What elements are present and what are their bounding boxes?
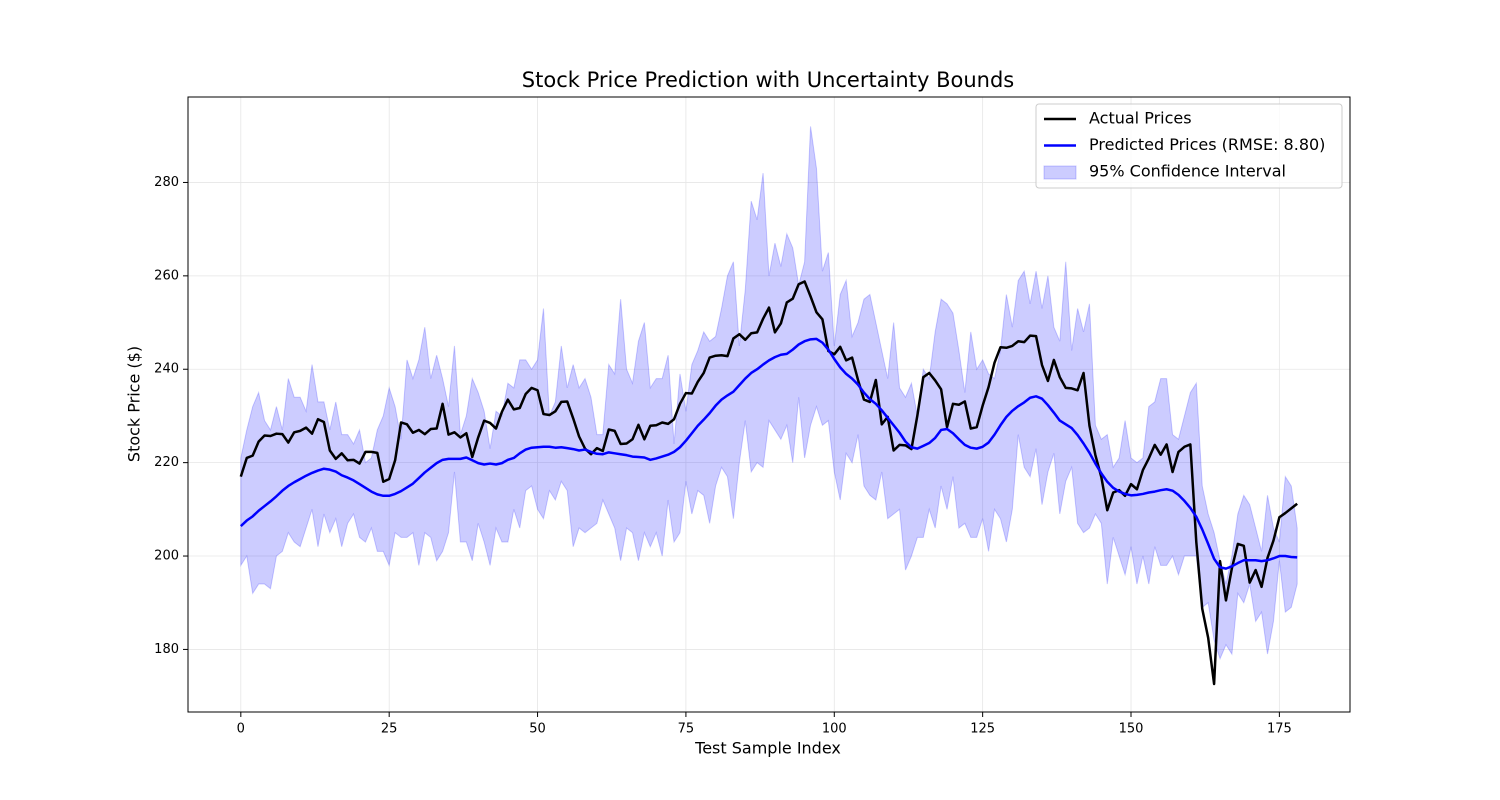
y-tick-label: 200 — [154, 549, 179, 564]
legend-label: 95% Confidence Interval — [1089, 162, 1286, 181]
x-tick-label: 150 — [1119, 722, 1144, 737]
x-tick-label: 125 — [970, 722, 995, 737]
y-tick-label: 260 — [154, 268, 179, 283]
x-tick-label: 75 — [678, 722, 695, 737]
plot-frame — [187, 96, 1351, 713]
legend-swatch — [1043, 165, 1077, 180]
x-axis-label: Test Sample Index — [694, 739, 841, 758]
plot-area — [239, 126, 1298, 686]
x-tick-label: 0 — [237, 722, 245, 737]
x-tick-label: 100 — [822, 722, 847, 737]
legend-box — [1035, 103, 1343, 189]
confidence-band — [240, 126, 1298, 661]
series-line — [239, 337, 1298, 570]
y-tick-label: 180 — [154, 642, 179, 657]
y-tick-label: 220 — [154, 455, 179, 470]
legend-label: Actual Prices — [1089, 109, 1192, 128]
chart-title: Stock Price Prediction with Uncertainty … — [522, 68, 1014, 92]
x-tick-label: 175 — [1267, 722, 1292, 737]
x-tick-label: 25 — [381, 722, 398, 737]
y-axis-label: Stock Price ($) — [125, 346, 144, 462]
x-tick-label: 50 — [529, 722, 546, 737]
legend-label: Predicted Prices (RMSE: 8.80) — [1089, 135, 1325, 154]
y-tick-label: 280 — [154, 175, 179, 190]
y-tick-label: 240 — [154, 362, 179, 377]
